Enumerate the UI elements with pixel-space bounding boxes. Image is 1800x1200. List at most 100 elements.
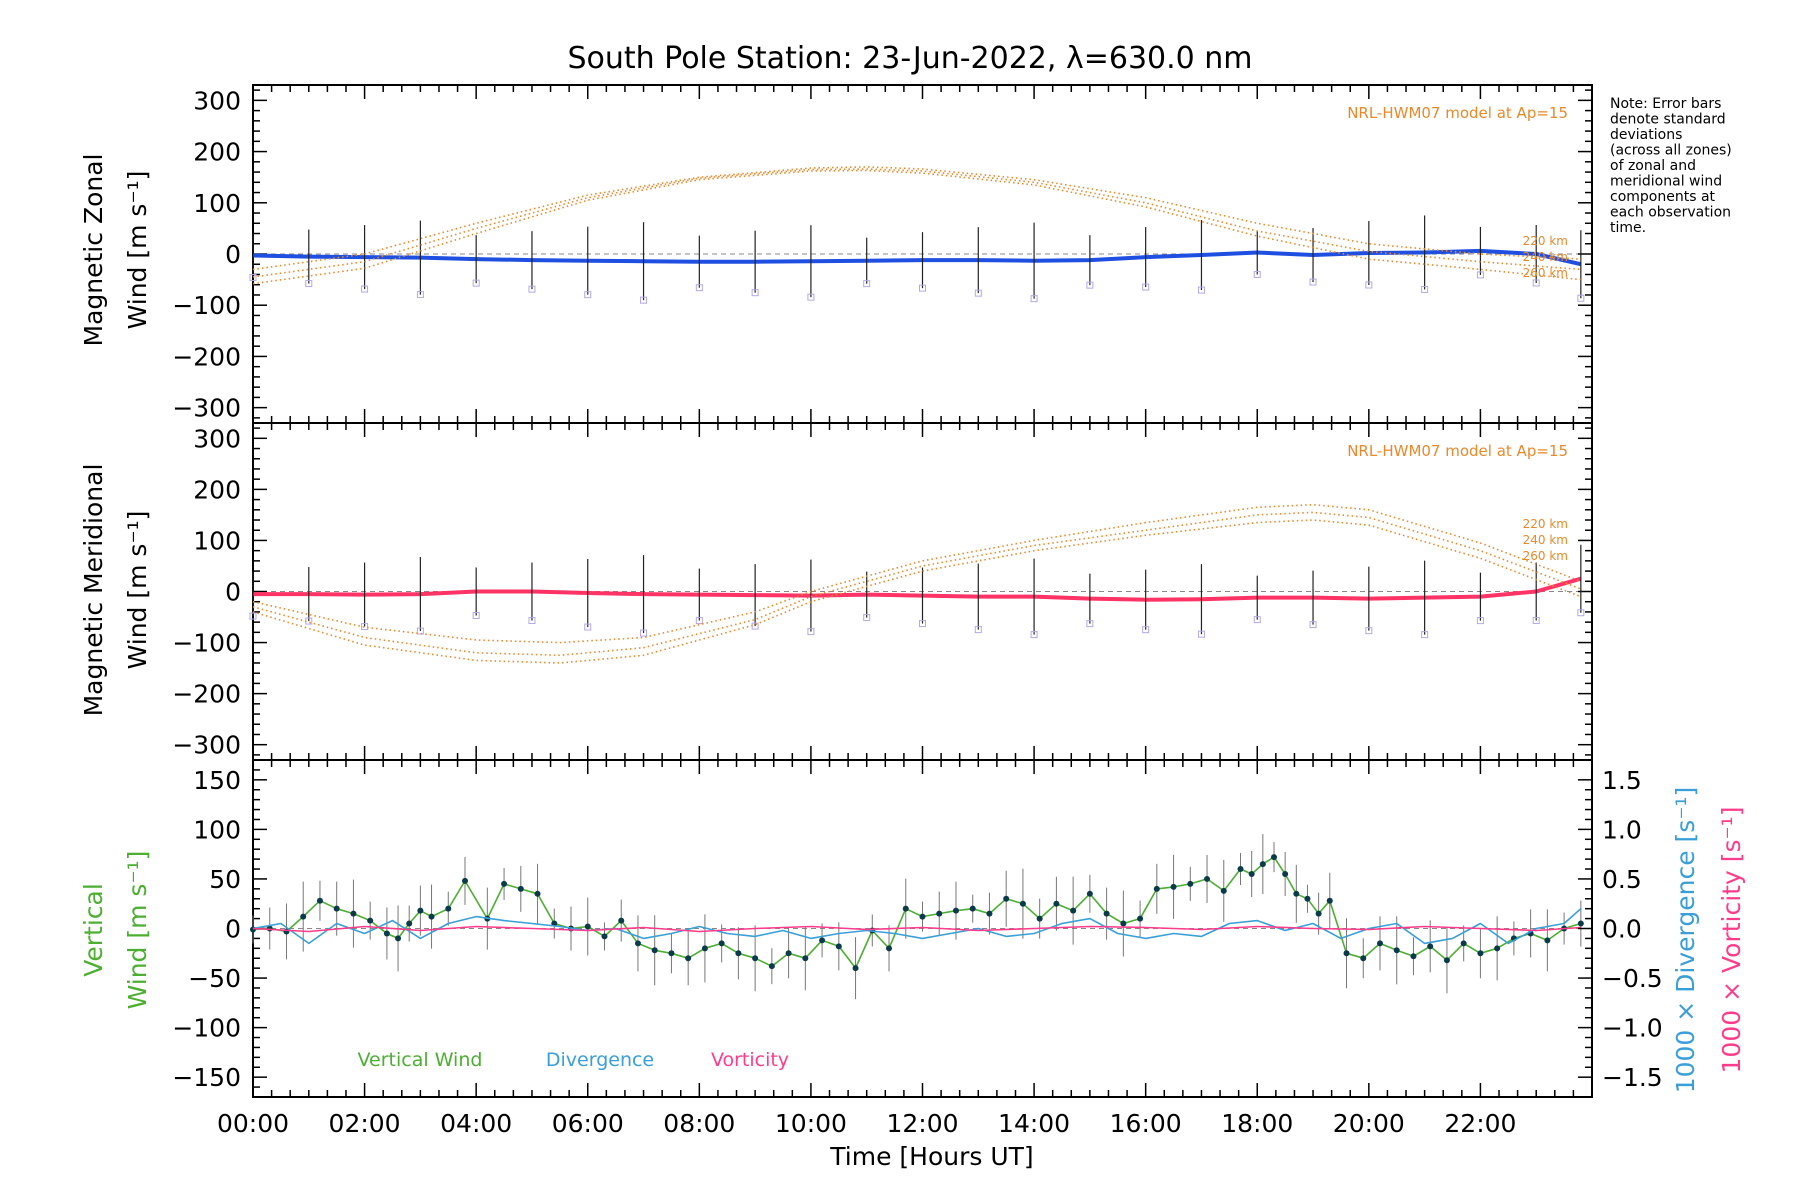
vertical-wind-point: [802, 955, 809, 962]
meridional-zone-marker: [640, 629, 648, 637]
meridional-model-label: NRL-HWM07 model at Ap=15: [1347, 442, 1568, 460]
zonal-model-label: NRL-HWM07 model at Ap=15: [1347, 104, 1568, 122]
meridional-ylabel-line2: Wind [m s⁻¹]: [123, 511, 152, 670]
zonal-zone-marker: [974, 289, 982, 297]
vertical-ytick-label: 100: [193, 815, 241, 844]
meridional-zone-marker: [1309, 621, 1317, 629]
vertical-wind-point: [701, 945, 708, 952]
vertical-wind-point: [417, 907, 424, 914]
x-tick-label: 10:00: [775, 1109, 847, 1138]
meridional-series-hwm07-240-km: [252, 511, 1582, 657]
vertical-wind-point: [1460, 940, 1467, 947]
vertical-wind-point: [919, 913, 926, 920]
meridional-zone-marker: [472, 612, 480, 619]
vertical-wind-point: [406, 920, 413, 927]
meridional-zone-marker: [863, 614, 871, 622]
zonal-ytick-label: 200: [193, 138, 241, 167]
zonal-zone-marker: [305, 280, 313, 288]
vertical-wind-point: [395, 935, 402, 942]
meridional-zone-marker: [361, 623, 369, 631]
meridional-ylabel-line1: Magnetic Meridional: [79, 464, 108, 717]
meridional-model-altitude-label: 220 km: [1523, 517, 1568, 531]
note-line: Note: Error bars: [1610, 96, 1721, 112]
vertical-wind-point: [601, 933, 608, 940]
chart-title: South Pole Station: 23-Jun-2022, λ=630.0…: [567, 41, 1252, 76]
vertical-wind-point: [1410, 953, 1417, 960]
vertical-ylabel-line1: Vertical: [79, 883, 108, 977]
vertical-wind-point: [1103, 910, 1110, 917]
meridional-ytick-label: 100: [193, 526, 241, 555]
y2-tick-label: −1.5: [1602, 1063, 1663, 1092]
zonal-series-hwm07-240-km: [252, 168, 1581, 278]
zonal-ytick-label: 300: [193, 86, 241, 115]
vertical-wind-point: [618, 917, 625, 924]
meridional-zone-marker: [584, 623, 592, 631]
vertical-ytick-label: 150: [193, 766, 241, 795]
zonal-zone-marker: [863, 280, 871, 288]
vertical-wind-point: [718, 940, 725, 947]
meridional-zone-marker: [1030, 631, 1038, 639]
zonal-zone-marker: [528, 285, 536, 293]
vertical-wind-point: [300, 913, 307, 920]
vertical-wind-point: [1053, 900, 1060, 907]
vertical-wind-point: [1070, 907, 1077, 914]
zonal-zone-marker: [751, 289, 759, 297]
vertical-wind-point: [952, 907, 959, 914]
vorticity-ylabel: 1000 × Vorticity [s⁻¹]: [1717, 807, 1746, 1074]
zonal-zone-marker: [1577, 294, 1585, 302]
x-tick-label: 14:00: [998, 1109, 1070, 1138]
note-line: each observation: [1610, 205, 1731, 221]
vertical-ytick-label: 0: [225, 915, 241, 944]
vertical-wind-point: [1248, 870, 1255, 877]
meridional-zone-marker: [528, 617, 536, 624]
vertical-wind-point: [1153, 885, 1160, 892]
vertical-wind-point: [517, 885, 524, 892]
note-line: time.: [1610, 220, 1646, 236]
vertical-wind-point: [1220, 887, 1227, 894]
vertical-wind-point: [1282, 870, 1289, 877]
vertical-wind-point: [1343, 950, 1350, 957]
zonal-zone-marker: [1309, 278, 1317, 286]
vertical-wind-point: [1326, 897, 1333, 904]
x-axis-label: Time [Hours UT]: [829, 1142, 1033, 1171]
vertical-ylabel-line2: Wind [m s⁻¹]: [123, 851, 152, 1010]
vertical-wind-point: [1270, 854, 1277, 861]
meridional-ytick-label: −300: [172, 731, 241, 760]
zonal-ylabel-line2: Wind [m s⁻¹]: [123, 171, 152, 330]
vertical-wind-point: [534, 890, 541, 897]
x-tick-label: 16:00: [1110, 1109, 1182, 1138]
vertical-ytick-label: −150: [172, 1063, 241, 1092]
vertical-wind-point: [383, 930, 390, 937]
vertical-wind-point: [1477, 950, 1484, 957]
zonal-zone-marker: [1197, 286, 1205, 294]
y2-tick-label: −0.5: [1602, 964, 1663, 993]
vertical-wind-point: [1036, 915, 1043, 922]
zonal-zone-marker: [472, 279, 480, 287]
meridional-ytick-label: 300: [193, 424, 241, 453]
meridional-zone-marker: [249, 612, 257, 620]
zonal-zone-marker: [1476, 271, 1484, 279]
x-tick-label: 12:00: [886, 1109, 958, 1138]
vertical-wind-point: [1237, 866, 1244, 873]
meridional-zone-marker: [1476, 617, 1484, 625]
vertical-wind-point: [428, 913, 435, 920]
x-tick-label: 04:00: [440, 1109, 512, 1138]
meridional-zone-marker: [1532, 617, 1540, 624]
vertical-series-vertical-wind: [252, 856, 1582, 969]
vertical-wind-point: [819, 937, 826, 944]
vertical-wind-point: [1086, 890, 1093, 897]
zonal-zone-marker: [1086, 281, 1094, 289]
vertical-wind-point: [634, 940, 641, 947]
zonal-series-hwm07-220-km: [252, 166, 1581, 271]
y2-tick-label: 0.0: [1602, 915, 1642, 944]
vertical-wind-point: [1204, 875, 1211, 882]
vertical-wind-panel: 150 100 50 0 −50 −100 −150 1.5 1.0 0.5 0.0 −0.5 −1.0…: [172, 759, 1663, 1138]
vertical-wind-point: [1443, 957, 1450, 964]
y2-tick-label: 1.5: [1602, 766, 1642, 795]
zonal-zone-marker: [361, 285, 369, 293]
meridional-zone-marker: [416, 627, 424, 635]
vertical-wind-point: [333, 905, 340, 912]
vertical-wind-point: [1304, 895, 1311, 902]
vertical-wind-point: [1003, 895, 1010, 902]
